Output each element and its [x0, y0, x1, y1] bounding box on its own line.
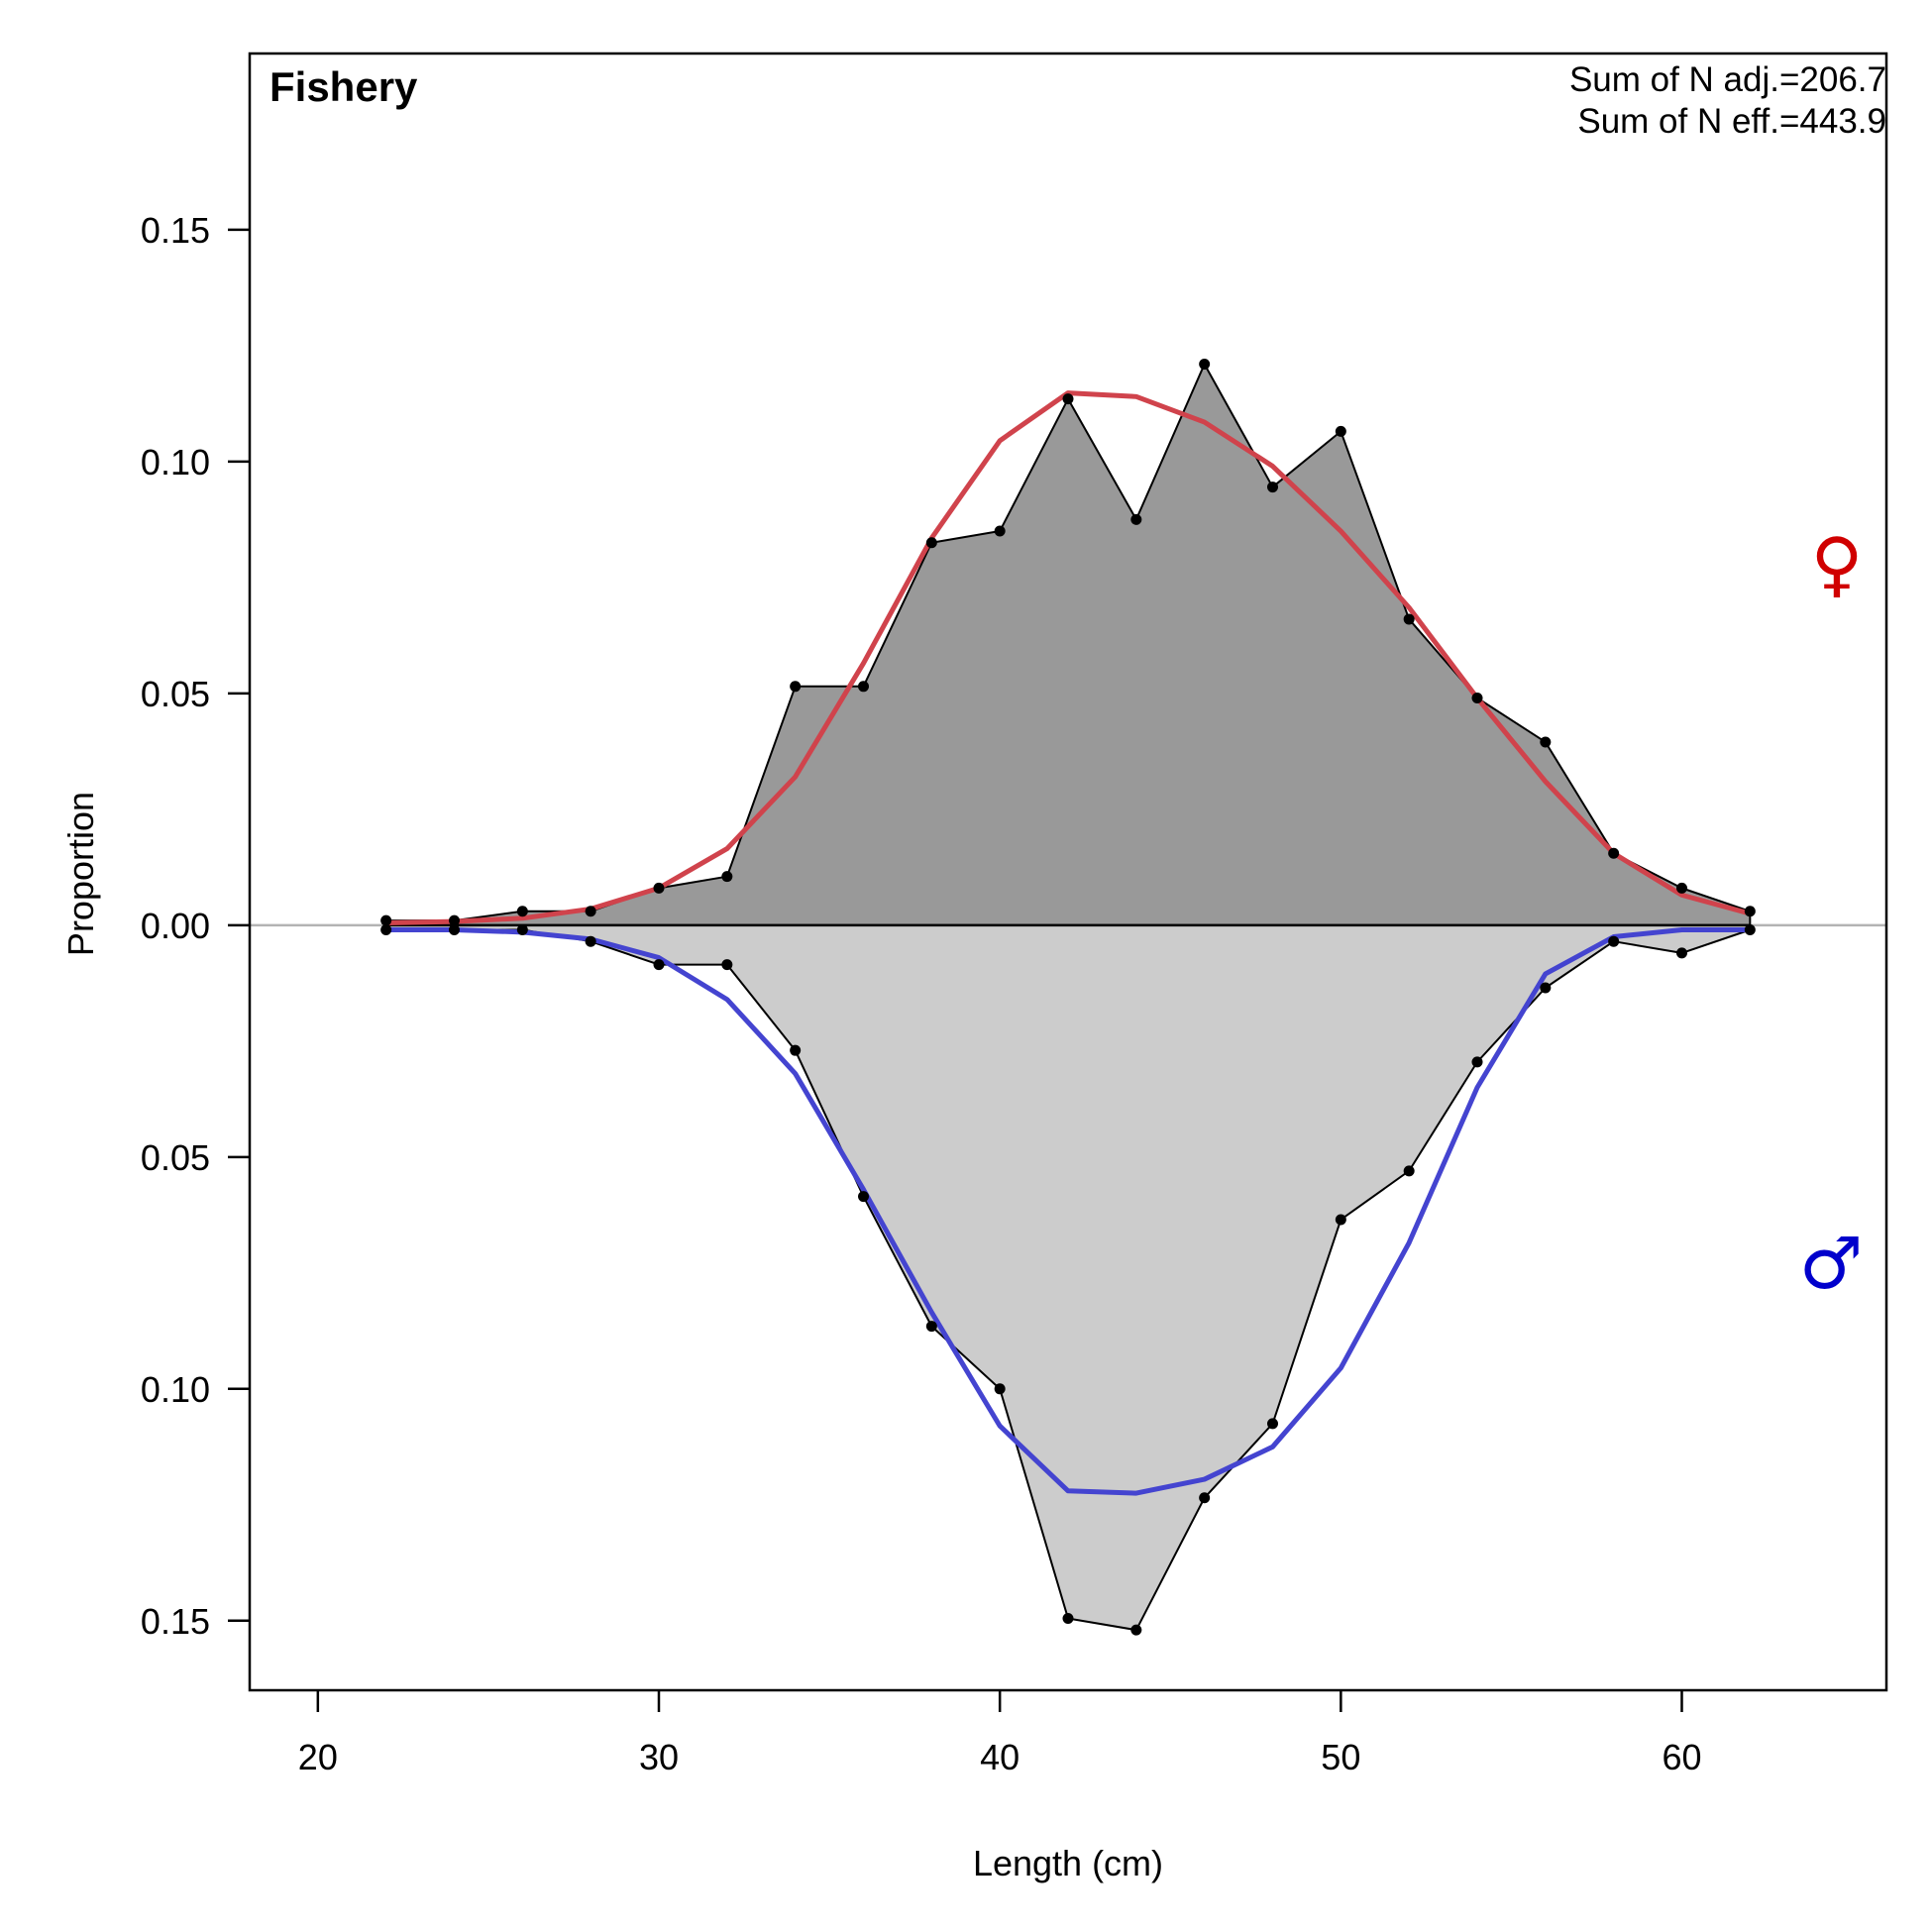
female-observed-point	[721, 871, 733, 883]
female-observed-point	[1540, 736, 1552, 748]
male-observed-point	[925, 1321, 937, 1333]
y-tick-label: 0.00	[141, 906, 210, 946]
y-tick-label: 0.15	[141, 1601, 210, 1642]
chart-title: Fishery	[269, 63, 418, 110]
y-axis: 0.15 0.10 0.05 0.00 0.05 0.10 0.15	[141, 210, 250, 1642]
male-observed-point	[1744, 923, 1756, 935]
female-observed-point	[585, 906, 596, 917]
plot-frame	[248, 52, 1888, 1692]
series-lines	[385, 390, 1751, 1496]
female-observed-point	[380, 914, 392, 926]
male-observed-point	[1199, 1492, 1211, 1504]
male-observed-point	[1130, 1624, 1142, 1636]
male-observed-point	[585, 935, 596, 947]
female-observed-point	[790, 681, 802, 693]
male-expected-line	[385, 926, 1751, 1496]
male-observed-point	[1540, 982, 1552, 994]
x-axis: 20 30 40 50 60	[298, 1690, 1702, 1777]
y-axis-title: Proportion	[60, 792, 101, 956]
male-observed-point	[721, 959, 733, 971]
female-observed-point	[1062, 393, 1074, 405]
male-observed-point	[516, 923, 528, 935]
y-tick-label: 0.10	[141, 1369, 210, 1410]
female-observed-point	[1403, 613, 1415, 625]
male-observed-point	[1267, 1418, 1278, 1430]
female-observed-point	[1267, 482, 1278, 493]
female-observed-point	[1608, 847, 1620, 859]
female-observed-point	[1130, 513, 1142, 525]
male-observed-point	[858, 1191, 869, 1203]
x-tick-label: 40	[980, 1737, 1020, 1777]
x-tick-label: 30	[639, 1737, 679, 1777]
y-tick-label: 0.10	[141, 442, 210, 483]
male-observed-point	[449, 923, 460, 935]
stat-n-adj: Sum of N adj.=206.7	[1569, 60, 1886, 99]
stat-n-eff: Sum of N eff.=443.9	[1577, 102, 1886, 141]
y-tick-label: 0.05	[141, 1137, 210, 1178]
female-expected-line	[385, 390, 1751, 925]
female-observed-point	[449, 914, 460, 926]
y-tick-label: 0.05	[141, 674, 210, 714]
x-tick-label: 60	[1662, 1737, 1701, 1777]
male-observed-point	[1471, 1056, 1483, 1068]
series-fills	[250, 363, 1886, 1632]
female-observed-point	[1744, 906, 1756, 917]
male-observed-point	[1403, 1165, 1415, 1177]
male-observed-point	[653, 959, 665, 971]
male-observed-point	[1062, 1612, 1074, 1624]
female-observed-point	[653, 882, 665, 894]
x-tick-label: 50	[1321, 1737, 1360, 1777]
female-observed-point	[858, 681, 869, 693]
observed-points	[380, 359, 1756, 1636]
female-observed-point	[1676, 882, 1687, 894]
male-observed-point	[1608, 935, 1620, 947]
male-observed-point	[994, 1383, 1006, 1395]
female-symbol-icon: ♀	[1811, 522, 1864, 605]
male-observed-area	[384, 923, 1752, 1632]
female-observed-area	[384, 363, 1752, 926]
female-observed-point	[1335, 425, 1346, 437]
female-observed-point	[1199, 359, 1211, 371]
female-observed-point	[516, 906, 528, 917]
x-axis-title: Length (cm)	[973, 1843, 1163, 1883]
female-observed-point	[1471, 693, 1483, 704]
male-symbol-icon: ♂	[1799, 1222, 1864, 1305]
female-observed-point	[994, 525, 1006, 537]
male-observed-point	[1676, 947, 1687, 959]
x-tick-label: 20	[298, 1737, 338, 1777]
female-observed-point	[925, 537, 937, 549]
y-tick-label: 0.15	[141, 210, 210, 251]
male-observed-point	[380, 923, 392, 935]
male-observed-point	[1335, 1214, 1346, 1226]
male-observed-point	[790, 1044, 802, 1056]
